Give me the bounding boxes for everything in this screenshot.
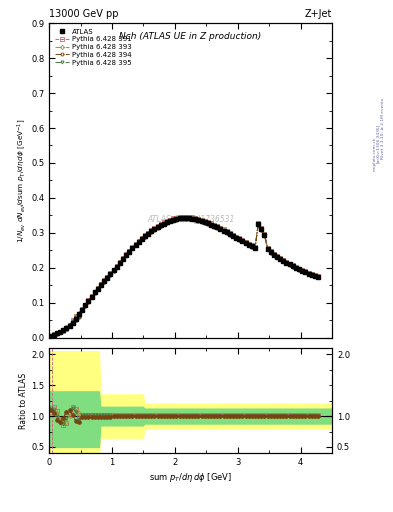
X-axis label: sum $p_T/d\eta\,d\phi$ [GeV]: sum $p_T/d\eta\,d\phi$ [GeV] [149,471,232,484]
Pythia 6.428 395 [180,215,185,221]
Text: [arXiv:1306.3436]: [arXiv:1306.3436] [376,124,380,163]
Pythia 6.428 394 [278,256,283,262]
Pythia 6.428 391 [77,312,81,318]
Pythia 6.428 394 [316,274,320,280]
Text: ATLAS_2019_I1736531: ATLAS_2019_I1736531 [147,214,234,223]
Pythia 6.428 395 [61,328,66,334]
Line: Pythia 6.428 395: Pythia 6.428 395 [49,216,320,337]
ATLAS [278,256,283,262]
Pythia 6.428 395 [177,215,182,221]
Pythia 6.428 394 [180,216,185,222]
Text: Z+Jet: Z+Jet [305,9,332,19]
Pythia 6.428 393 [61,328,66,334]
ATLAS [256,221,261,227]
Pythia 6.428 394 [55,331,59,337]
Pythia 6.428 395 [278,255,283,262]
Pythia 6.428 393 [256,221,261,227]
Y-axis label: $1/N_{ev}$ $dN_{ev}/d$sum $p_T/d\eta\,d\phi$ [GeV$^{-1}$]: $1/N_{ev}$ $dN_{ev}/d$sum $p_T/d\eta\,d\… [15,118,28,243]
ATLAS [48,333,53,339]
Pythia 6.428 395 [316,273,320,280]
Pythia 6.428 395 [55,330,59,336]
Pythia 6.428 394 [256,222,261,228]
Pythia 6.428 394 [177,216,182,222]
Y-axis label: Ratio to ATLAS: Ratio to ATLAS [19,373,28,429]
Pythia 6.428 391 [316,273,320,279]
Pythia 6.428 391 [48,333,53,339]
Pythia 6.428 393 [177,215,182,221]
Line: ATLAS: ATLAS [48,216,320,338]
Pythia 6.428 393 [180,214,185,220]
Pythia 6.428 393 [316,273,320,280]
Line: Pythia 6.428 393: Pythia 6.428 393 [49,216,320,337]
Pythia 6.428 391 [55,330,59,336]
Pythia 6.428 391 [61,328,66,334]
Pythia 6.428 395 [77,313,81,319]
Line: Pythia 6.428 394: Pythia 6.428 394 [49,217,320,337]
Legend: ATLAS, Pythia 6.428 391, Pythia 6.428 393, Pythia 6.428 394, Pythia 6.428 395: ATLAS, Pythia 6.428 391, Pythia 6.428 39… [53,27,134,68]
Text: 13000 GeV pp: 13000 GeV pp [49,9,119,19]
ATLAS [61,327,66,333]
ATLAS [316,273,320,280]
Pythia 6.428 394 [48,332,53,338]
Pythia 6.428 393 [278,255,283,262]
Text: Nch (ATLAS UE in Z production): Nch (ATLAS UE in Z production) [119,32,262,41]
Pythia 6.428 395 [256,221,261,227]
Pythia 6.428 393 [55,330,59,336]
ATLAS [180,215,185,221]
Pythia 6.428 395 [48,332,53,338]
Line: Pythia 6.428 391: Pythia 6.428 391 [49,215,320,337]
Pythia 6.428 391 [256,220,261,226]
Text: Rivet 3.1.10, ≥ 2.1M events: Rivet 3.1.10, ≥ 2.1M events [381,97,385,159]
Pythia 6.428 391 [278,255,283,261]
ATLAS [77,311,81,317]
Pythia 6.428 394 [77,313,81,319]
Pythia 6.428 393 [48,332,53,338]
ATLAS [55,330,59,336]
Pythia 6.428 391 [177,214,182,220]
ATLAS [177,215,182,221]
Pythia 6.428 391 [180,214,185,220]
Text: mcplots.cern.ch: mcplots.cern.ch [372,136,376,171]
Pythia 6.428 394 [61,327,66,333]
Pythia 6.428 393 [77,310,81,316]
